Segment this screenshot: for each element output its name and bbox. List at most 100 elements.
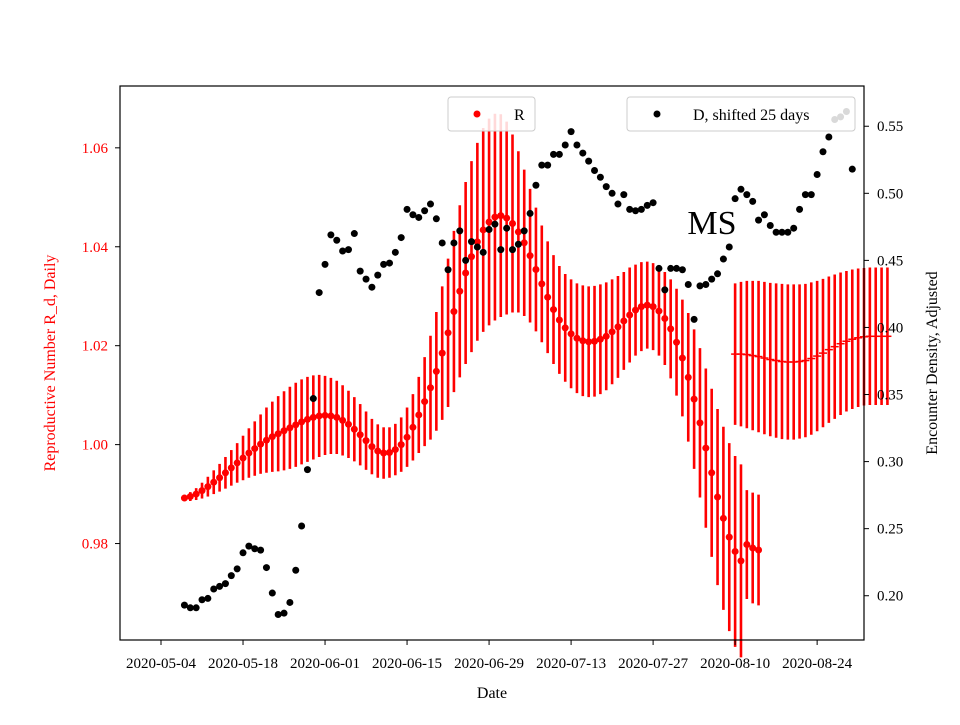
legend-r-box	[447, 96, 536, 132]
r-point	[503, 214, 511, 222]
x-tick-label: 2020-05-04	[126, 656, 196, 672]
r-point	[532, 266, 540, 274]
r-point	[462, 269, 470, 277]
d-point	[760, 211, 768, 219]
r-point	[426, 384, 434, 392]
d-point	[274, 611, 282, 619]
d-point	[339, 247, 347, 255]
r-point	[637, 303, 645, 311]
r-point	[602, 332, 610, 340]
r-point	[473, 238, 481, 246]
r-point	[268, 433, 276, 441]
r-point	[479, 226, 487, 234]
axes-layer: 2020-05-04 2020-05-18 2020-06-01 2020-06-15…	[82, 119, 904, 672]
d-point	[350, 230, 358, 238]
r-point	[186, 493, 194, 501]
r-point	[538, 280, 546, 288]
d-point	[708, 275, 716, 283]
r-point	[596, 335, 604, 343]
d-point	[819, 148, 827, 156]
plot-frame	[119, 85, 865, 641]
r-point	[755, 546, 763, 554]
r-point	[643, 301, 651, 309]
d-point	[632, 207, 640, 215]
d-point	[807, 191, 815, 199]
legend-r-label: R	[514, 107, 525, 124]
x-tick-label: 2020-06-15	[372, 656, 442, 672]
y-right-tick-label: 0.55	[877, 119, 903, 135]
y-left-tick-label: 1.06	[82, 141, 109, 157]
d-point	[385, 259, 393, 267]
d-point	[719, 255, 727, 263]
r-point	[514, 228, 522, 236]
d-point	[614, 200, 622, 208]
d-point	[725, 243, 733, 251]
d-point	[251, 545, 259, 553]
r-point	[608, 328, 616, 336]
x-tick-label: 2020-07-27	[618, 656, 688, 672]
r-point	[456, 287, 464, 295]
r-point	[725, 533, 733, 541]
r-point	[262, 436, 270, 444]
y-axis-right-label: Encounter Density, Adjusted	[924, 271, 941, 454]
d-point	[380, 260, 388, 268]
d-point	[620, 191, 628, 199]
r-point	[684, 373, 692, 381]
d-point	[608, 189, 616, 197]
d-point	[186, 604, 194, 612]
x-tick-label: 2020-05-18	[208, 656, 278, 672]
d-point	[479, 248, 487, 256]
x-tick-label: 2020-08-24	[782, 656, 852, 672]
r-point	[221, 469, 229, 477]
r-point	[391, 446, 399, 454]
r-point	[274, 430, 282, 438]
r-point	[280, 427, 288, 435]
d-point	[520, 227, 528, 235]
d-point	[356, 267, 364, 275]
r-point	[731, 547, 739, 555]
r-point	[216, 474, 224, 482]
r-point	[227, 464, 235, 472]
r-point	[491, 213, 499, 221]
legend-d-box	[626, 96, 856, 132]
d-point	[397, 234, 405, 242]
d-point	[227, 572, 235, 580]
d-point	[790, 224, 798, 232]
y-right-tick-label: 0.25	[877, 522, 903, 538]
annotation-label: MS	[687, 205, 736, 242]
d-point	[280, 609, 288, 617]
d-point	[532, 181, 540, 189]
legend-d-marker	[653, 110, 661, 118]
d-point	[737, 185, 745, 193]
d-point	[286, 598, 294, 606]
r-point	[403, 433, 411, 441]
r-point	[397, 441, 405, 449]
y-right-tick-label: 0.20	[877, 589, 903, 605]
r-point	[292, 421, 300, 429]
d-point	[714, 270, 722, 278]
d-point	[643, 201, 651, 209]
y-axis-left-label: Reproductive Number R_d, Daily	[42, 255, 59, 472]
d-point	[596, 173, 604, 181]
d-point	[362, 275, 370, 283]
d-point	[409, 211, 417, 219]
d-point	[702, 281, 710, 289]
r-point	[257, 440, 265, 448]
d-point	[555, 150, 563, 158]
d-point	[755, 216, 763, 224]
d-point	[374, 271, 382, 279]
r-point	[409, 423, 417, 431]
d-point	[503, 224, 511, 232]
r-point	[286, 424, 294, 432]
d-point	[262, 564, 270, 572]
d-point	[403, 205, 411, 213]
d-point	[579, 149, 587, 157]
r-point	[632, 306, 640, 314]
r-point	[344, 420, 352, 428]
x-tick-label: 2020-06-29	[454, 656, 524, 672]
r-point	[374, 447, 382, 455]
r-point	[749, 544, 757, 552]
d-point	[573, 141, 581, 149]
d-point	[813, 171, 821, 179]
